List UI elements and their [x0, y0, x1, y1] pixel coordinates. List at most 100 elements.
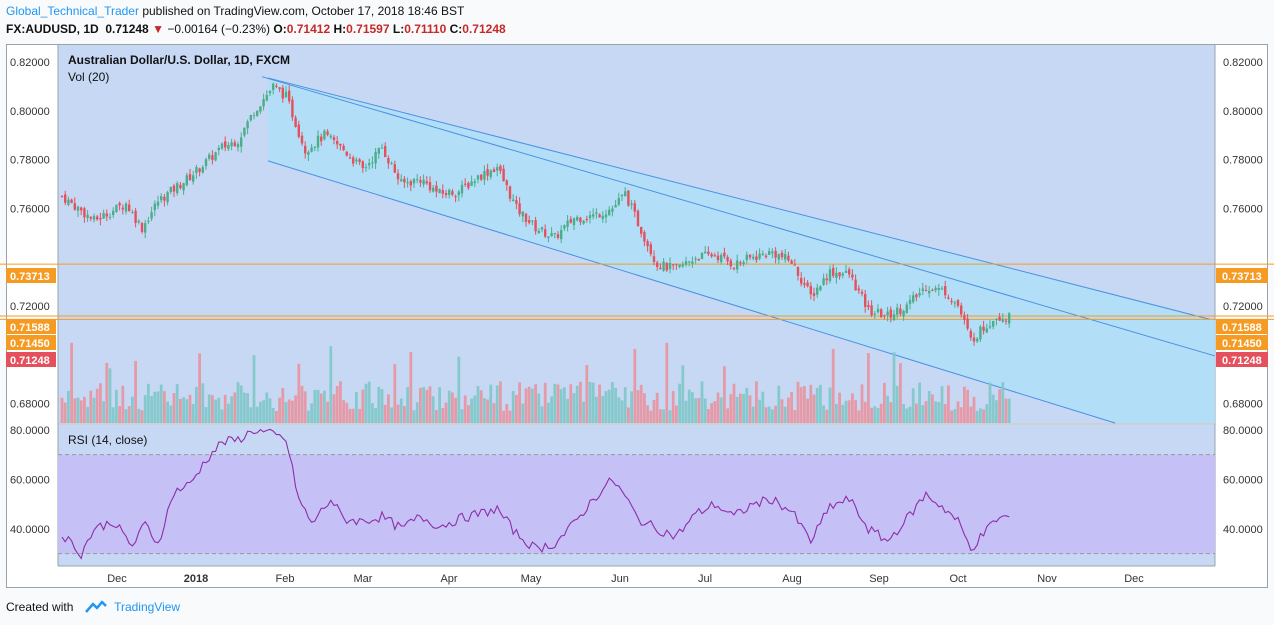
candle-body: [169, 186, 172, 192]
candle-body: [848, 269, 851, 275]
volume-bar: [383, 404, 387, 423]
volume-bar: [182, 397, 185, 423]
volume-bar: [809, 384, 813, 423]
candle-body: [592, 214, 595, 217]
level-label-right: 0.71450: [1222, 338, 1262, 350]
candle-body: [563, 225, 566, 229]
candle-body: [342, 145, 345, 151]
volume-bar: [643, 393, 646, 423]
candle-body: [860, 291, 864, 294]
level-badge-left: [6, 352, 56, 367]
candle-body: [985, 328, 988, 333]
volume-bar: [774, 405, 777, 423]
volume-bar: [524, 388, 528, 423]
candle-body: [620, 194, 624, 197]
volume-bar: [873, 406, 877, 423]
volume-bar: [655, 392, 659, 423]
candle-body: [99, 218, 102, 220]
candle-body: [483, 171, 486, 180]
candle-body: [172, 185, 176, 192]
candle-body: [345, 151, 348, 156]
volume-bar: [73, 398, 77, 423]
volume-bar: [649, 410, 653, 423]
time-tick: Oct: [949, 573, 966, 585]
candle-body: [844, 270, 848, 273]
close-value: 0.71248: [462, 22, 506, 36]
candle-body: [384, 146, 387, 158]
candle-body: [112, 210, 115, 216]
candle-body: [336, 141, 339, 145]
candle-body: [211, 155, 214, 160]
volume-bar: [620, 400, 624, 423]
volume-bar: [348, 408, 352, 423]
volume-bar: [342, 400, 345, 423]
author-link[interactable]: Global_Technical_Trader: [6, 4, 139, 18]
candle-body: [851, 274, 854, 278]
volume-bar: [796, 381, 800, 423]
volume-bar: [124, 409, 128, 423]
symbol-label: FX:AUDUSD, 1D: [6, 22, 99, 36]
volume-bar: [617, 397, 621, 423]
candle-body: [723, 252, 726, 257]
volume-bar: [790, 392, 793, 423]
volume-bar: [326, 401, 329, 423]
candle-body: [60, 195, 64, 197]
rsi-tick-right: 40.0000: [1223, 524, 1263, 536]
volume-bar: [431, 396, 435, 423]
volume-bar: [435, 409, 438, 423]
candle-body: [492, 169, 496, 173]
volume-bar: [451, 392, 454, 423]
volume-bar: [364, 383, 368, 423]
candle-body: [707, 251, 710, 255]
volume-bar: [156, 391, 160, 423]
volume-bar: [668, 410, 672, 423]
volume-bar: [630, 391, 633, 423]
volume-bar: [924, 401, 928, 423]
volume-bar: [675, 405, 678, 423]
candle-body: [249, 114, 252, 121]
volume-bar: [319, 393, 323, 423]
time-tick: Apr: [440, 573, 457, 585]
volume-bar: [534, 384, 537, 423]
footer: Created with TradingView: [6, 600, 180, 614]
level-badge-right: [1216, 335, 1268, 350]
candle-body: [960, 305, 963, 315]
candle-body: [201, 167, 204, 173]
candle-body: [880, 309, 883, 318]
candle-body: [604, 214, 608, 218]
price-tick-left: 0.78000: [10, 155, 50, 167]
volume-bar: [323, 390, 326, 423]
candle-body: [915, 294, 918, 298]
candle-body: [716, 255, 720, 261]
candle-body: [774, 250, 777, 258]
volume-bar: [275, 410, 278, 423]
candle-body: [640, 227, 643, 234]
volume-bar: [585, 364, 589, 423]
volume-bar: [847, 400, 851, 423]
candle-body: [681, 264, 684, 267]
low-value: 0.71110: [404, 22, 447, 36]
candle-body: [665, 263, 668, 271]
volume-bar: [899, 363, 902, 423]
candle-body: [889, 309, 892, 318]
candle-body: [662, 261, 665, 271]
volume-bar: [748, 395, 752, 423]
time-tick: Mar: [354, 573, 373, 585]
candle-body: [419, 180, 422, 183]
volume-bar: [287, 399, 291, 423]
candle-body: [720, 255, 723, 262]
candle-body: [313, 146, 316, 148]
volume-bar: [390, 407, 393, 423]
candle-body: [176, 183, 179, 194]
candle-body: [531, 220, 534, 222]
volume-bar: [335, 385, 339, 423]
candle-body: [1004, 320, 1008, 322]
candle-body: [921, 288, 924, 291]
tradingview-brand-link[interactable]: TradingView: [114, 600, 181, 614]
candle-body: [134, 210, 137, 223]
volume-bar: [828, 387, 832, 423]
candle-body: [438, 189, 441, 194]
candle-body: [204, 159, 208, 167]
candle-body: [816, 287, 819, 295]
